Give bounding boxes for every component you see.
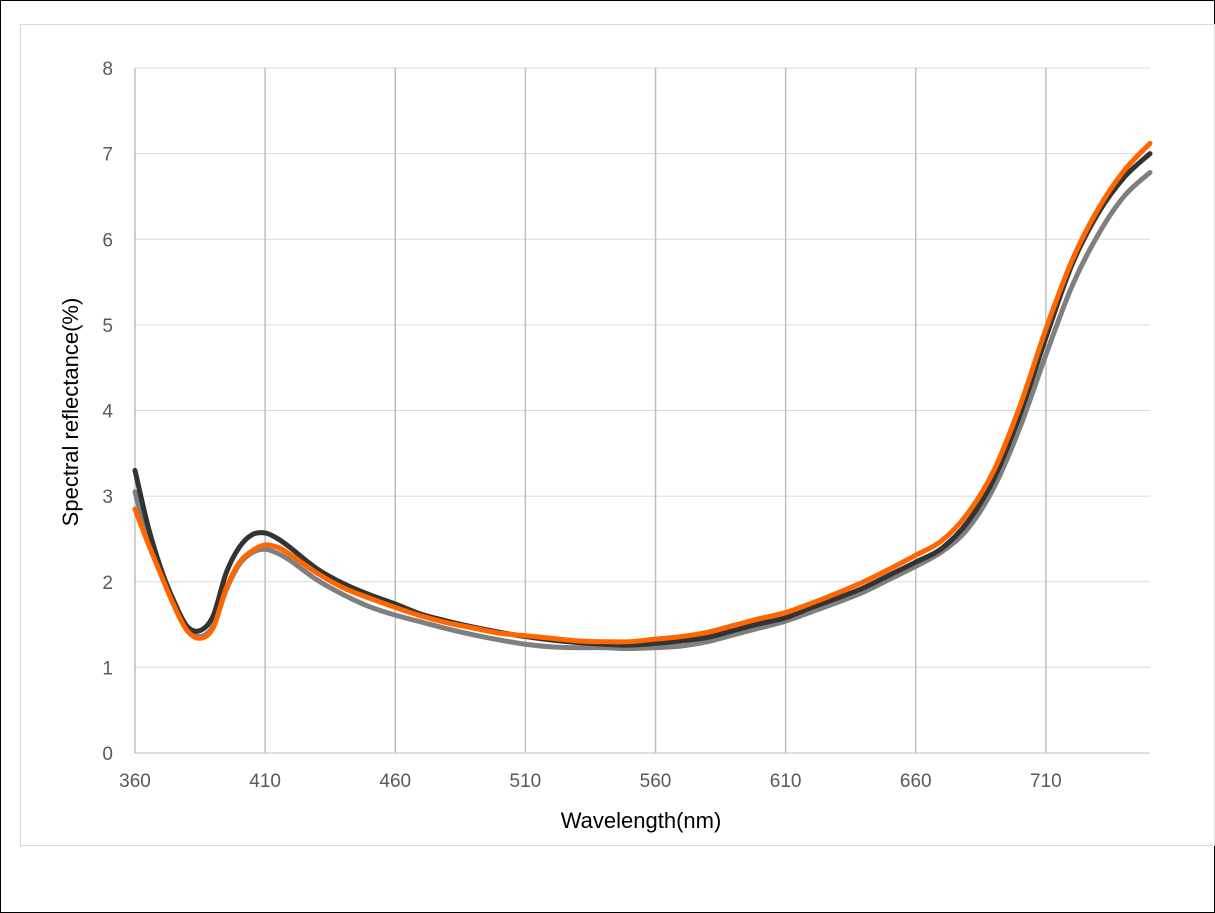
y-tick-label: 4 [102,402,113,423]
series-lines [132,140,1153,652]
x-tick-label: 610 [770,771,802,792]
x-tick-labels: 360 410 460 510 560 610 660 710 [119,771,1062,792]
x-tick-label: 460 [379,771,411,792]
y-tick-label: 2 [102,573,113,594]
y-tick-label: 5 [102,316,113,337]
x-tick-label: 410 [249,771,281,792]
y-axis-title: Spectral reflectance(%) [58,298,83,527]
y-tick-labels: 0 1 2 3 4 5 6 7 8 [102,59,113,765]
y-tick-label: 6 [102,230,113,251]
x-axis-title: Wavelength(nm) [561,808,722,833]
x-tick-label: 660 [900,771,932,792]
y-tick-label: 8 [102,59,113,80]
x-tick-label: 710 [1030,771,1062,792]
x-tick-label: 360 [119,771,151,792]
y-tick-label: 1 [102,658,113,679]
y-tick-label: 7 [102,145,113,166]
y-tick-label: 3 [102,487,113,508]
series-line-2 [132,151,1153,648]
x-tick-label: 560 [640,771,672,792]
x-tick-label: 510 [510,771,542,792]
y-tick-label: 0 [102,744,113,765]
series-line-1 [132,140,1153,645]
